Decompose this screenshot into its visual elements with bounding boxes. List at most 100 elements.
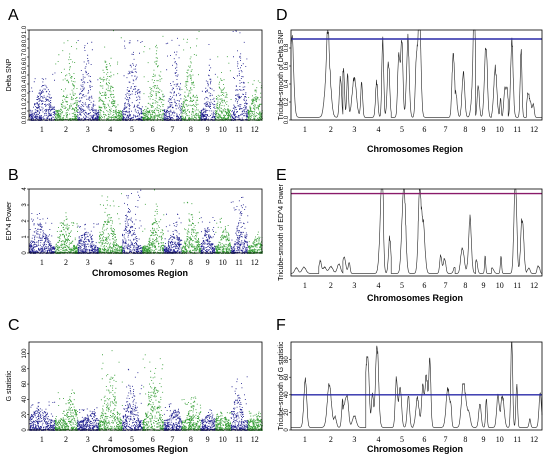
x-axis: 1 2 3 4 5 6 7 8 9 10 11 12: [303, 435, 538, 444]
chromosome-7-points: [163, 403, 183, 431]
y-tick-label: 40: [284, 391, 290, 398]
y-tick-label: 0.9: [22, 34, 28, 43]
x-axis: 1 2 3 4 5 6 7 8 9 10 11 12: [40, 125, 259, 134]
x-tick-label: 9: [206, 125, 210, 134]
chromosome-9-points: [200, 217, 216, 254]
x-tick-label: 6: [151, 125, 155, 134]
x-tick-label: 7: [443, 281, 447, 290]
plot-frame: [28, 341, 263, 431]
x-tick-label: 6: [151, 258, 155, 267]
chromosome-8-points: [181, 201, 202, 254]
x-tick-label: 8: [189, 125, 193, 134]
x-tick-label: 1: [40, 258, 44, 267]
y-tick-label: 0: [284, 428, 290, 432]
x-tick-label: 6: [422, 435, 426, 444]
panel-letter: F: [276, 317, 286, 334]
x-axis-title: Chromosomes Region: [367, 444, 463, 454]
y-tick-label: 0.1: [22, 106, 28, 115]
x-tick-label: 11: [235, 125, 243, 134]
x-axis-title: Chromosomes Region: [92, 144, 188, 154]
chromosome-9-points: [200, 44, 216, 121]
x-tick-label: 4: [108, 258, 112, 267]
y-tick-label: 0.6: [22, 61, 28, 70]
y-tick-label: 0.0: [284, 115, 290, 124]
plot-frame: [290, 341, 543, 431]
y-tick-label: 0: [22, 251, 28, 255]
x-tick-label: 7: [443, 435, 447, 444]
y-tick-label: 0.2: [22, 97, 28, 106]
x-tick-label: 11: [513, 125, 521, 134]
panel-letter: E: [276, 167, 287, 184]
x-tick-label: 10: [496, 125, 504, 134]
x-tick-label: 12: [251, 258, 259, 267]
y-axis: 0.00.10.20.30.40.50.60.70.80.91.0: [22, 25, 29, 124]
chromosome-5-points: [122, 368, 143, 431]
x-tick-label: 1: [40, 125, 44, 134]
x-tick-label: 5: [400, 125, 404, 134]
plot-frame: [290, 29, 543, 121]
x-axis: 1 2 3 4 5 6 7 8 9 10 11 12: [40, 435, 259, 444]
chromosome-6-points: [142, 354, 165, 431]
chromosome-10-points: [215, 411, 232, 431]
x-tick-label: 2: [329, 281, 333, 290]
y-tick-label: 0.6: [284, 61, 290, 70]
x-tick-label: 8: [189, 435, 193, 444]
chromosome-11-points: [230, 30, 249, 121]
x-tick-label: 3: [352, 125, 356, 134]
x-tick-label: 9: [206, 435, 210, 444]
x-tick-label: 4: [108, 125, 112, 134]
y-tick-label: 1: [22, 235, 28, 239]
y-tick-label: 0.4: [284, 79, 290, 88]
chromosome-5-points: [122, 189, 143, 254]
smoothed-line: [290, 29, 542, 118]
x-tick-label: 7: [170, 435, 174, 444]
chromosome-12-points: [247, 231, 263, 254]
x-axis-title: Chromosomes Region: [92, 268, 188, 278]
x-tick-label: 7: [170, 125, 174, 134]
chromosome-9-points: [200, 409, 216, 431]
x-tick-label: 2: [64, 125, 68, 134]
x-tick-label: 9: [481, 435, 485, 444]
x-tick-label: 4: [108, 435, 112, 444]
chromosome-1-points: [29, 72, 56, 121]
chromosome-10-points: [215, 56, 232, 121]
x-tick-label: 3: [86, 258, 90, 267]
y-tick-label: 0.3: [22, 88, 28, 97]
x-axis-title: Chromosomes Region: [367, 144, 463, 154]
y-axis-title: Tricube-smooth of ED^4 Power: [278, 183, 285, 280]
y-axis-title: Delta SNP: [6, 58, 13, 91]
x-tick-label: 4: [376, 125, 380, 134]
chromosome-4-points: [98, 193, 123, 254]
y-axis: 0 20 40 60 80 100: [22, 348, 29, 432]
y-tick-label: 0.7: [22, 52, 28, 61]
chromosome-4-points: [98, 30, 123, 121]
y-axis-title: G statistic: [6, 370, 13, 401]
x-tick-label: 11: [235, 258, 243, 267]
y-tick-label: 0.0: [22, 115, 28, 124]
chromosome-1-points: [29, 401, 56, 431]
y-tick-label: 60: [22, 380, 28, 387]
chromosome-3-points: [77, 407, 100, 431]
x-tick-label: 12: [251, 125, 259, 134]
y-axis-title: Tricube-smooth of G statistic: [278, 341, 285, 430]
x-tick-label: 10: [219, 125, 227, 134]
chromosome-10-points: [215, 217, 232, 254]
x-tick-label: 12: [530, 435, 538, 444]
x-tick-label: 3: [352, 435, 356, 444]
scatter-points: [29, 30, 263, 121]
y-tick-label: 0.8: [22, 43, 28, 52]
x-tick-label: 11: [513, 281, 521, 290]
x-tick-label: 10: [496, 281, 504, 290]
x-axis-title: Chromosomes Region: [92, 444, 188, 454]
y-tick-label: 3: [22, 203, 28, 207]
x-tick-label: 9: [481, 125, 485, 134]
chromosome-2-points: [54, 40, 78, 121]
x-tick-label: 1: [40, 435, 44, 444]
chromosome-11-points: [230, 196, 249, 254]
x-tick-label: 11: [513, 435, 521, 444]
x-tick-label: 7: [443, 125, 447, 134]
y-tick-label: 1.0: [22, 25, 28, 34]
